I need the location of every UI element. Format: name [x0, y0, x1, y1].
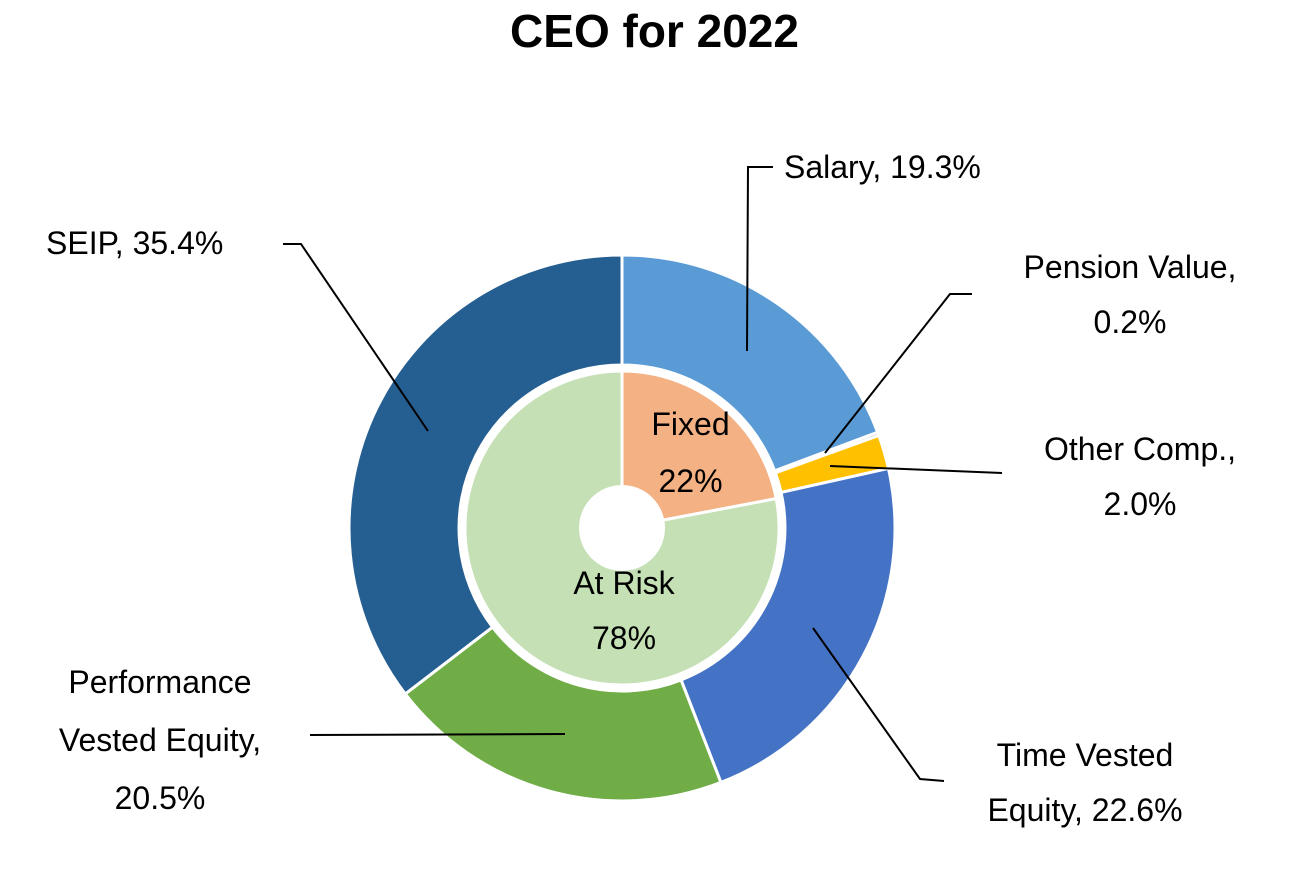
slice-performance-vested-equity [403, 625, 723, 803]
label-salary-text: Salary, 19.3% [784, 149, 981, 185]
slice-fixed [620, 369, 778, 530]
label-tve-line1: Time Vested [996, 737, 1174, 773]
label-other-line1: Other Comp., [1043, 431, 1237, 467]
label-pve-line2: Vested Equity, [58, 722, 262, 758]
label-pension-line1: Pension Value, [1023, 249, 1237, 285]
label-at-risk: At Risk 78% [538, 556, 710, 666]
leader-line-salary [746, 166, 773, 352]
label-salary: Salary, 19.3% [784, 146, 981, 188]
label-performance-vested-equity: Performance Vested Equity, 20.5% [10, 653, 310, 827]
label-time-vested-equity: Time Vested Equity, 22.6% [945, 728, 1225, 838]
label-fixed-line1: Fixed [651, 406, 730, 442]
slice-seip [347, 253, 624, 696]
label-pension-value: Pension Value, 0.2% [985, 240, 1275, 350]
label-fixed-line2: 22% [658, 463, 723, 499]
chart-title: CEO for 2022 [510, 5, 799, 57]
leader-line-pension [824, 293, 972, 454]
label-seip-text: SEIP, 35.4% [46, 225, 224, 261]
leader-line-seip [283, 243, 429, 432]
slice-at-risk [463, 369, 781, 687]
slice-salary [620, 253, 880, 473]
leader-line-tve [812, 627, 945, 782]
label-pension-line2: 0.2% [1093, 304, 1167, 340]
label-pve-line1: Performance [68, 664, 252, 700]
label-tve-line2: Equity, 22.6% [987, 792, 1183, 828]
outer-ring [347, 253, 897, 803]
leader-line-pve [309, 733, 566, 736]
leader-lines [283, 166, 1003, 782]
slice-time-vested-equity [679, 466, 897, 784]
label-seip: SEIP, 35.4% [46, 222, 223, 264]
label-pve-line3: 20.5% [114, 780, 206, 816]
label-other-comp: Other Comp., 2.0% [1000, 422, 1280, 532]
label-other-line2: 2.0% [1103, 486, 1177, 522]
label-fixed: Fixed 22% [613, 396, 768, 510]
label-atrisk-line2: 78% [591, 620, 657, 656]
leader-line-other [829, 465, 1003, 474]
inner-pie [463, 369, 781, 687]
center-hole-circle [579, 485, 665, 571]
label-atrisk-line1: At Risk [573, 565, 675, 601]
